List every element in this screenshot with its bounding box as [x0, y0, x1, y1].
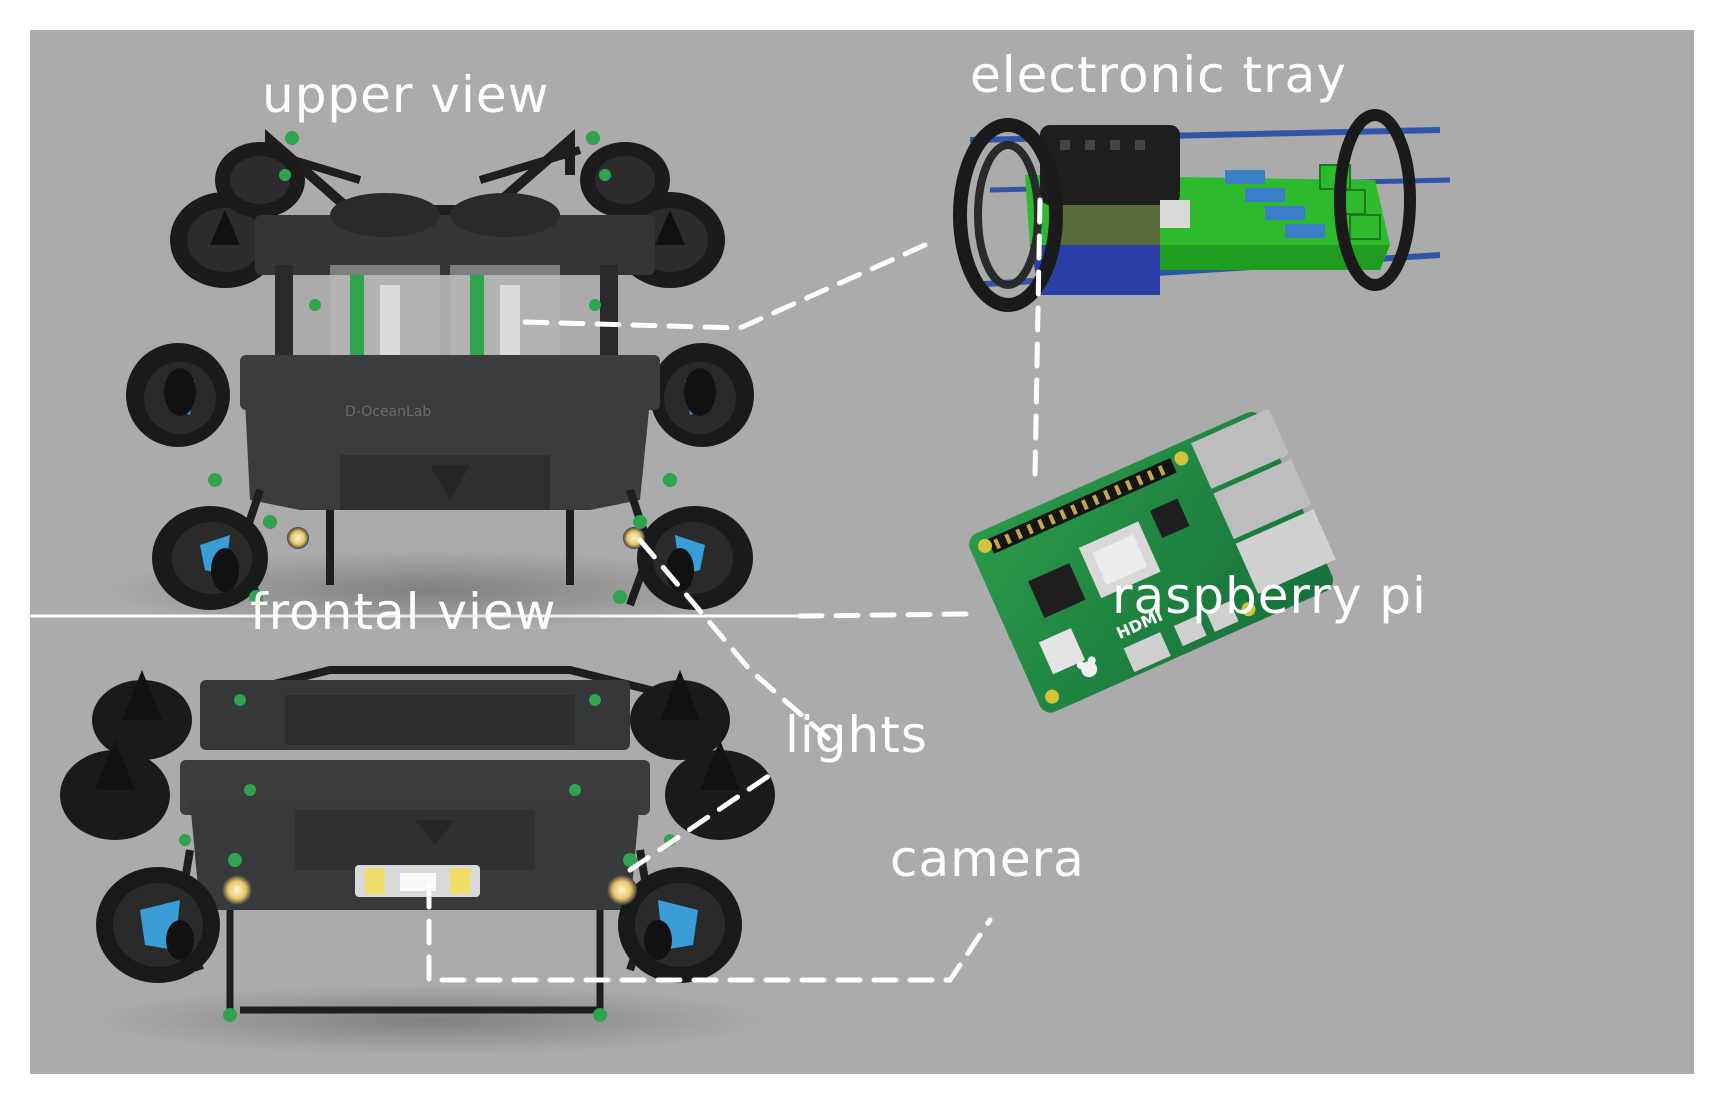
- label-lights: lights: [785, 706, 928, 764]
- label-upper-view: upper view: [262, 66, 550, 124]
- thruster-icon: [580, 142, 670, 218]
- label-frontal-view: frontal view: [250, 583, 557, 641]
- callout-pi-link: [1032, 197, 1043, 478]
- thruster-icon: [60, 740, 170, 840]
- thruster-icon: [96, 867, 220, 983]
- callout-camera: [426, 882, 993, 983]
- thruster-icon: [92, 670, 192, 760]
- label-electronic-tray: electronic tray: [970, 46, 1347, 104]
- callout-pi: [797, 611, 973, 619]
- thruster-icon: [215, 142, 305, 218]
- thruster-icon: [152, 506, 268, 610]
- callout-lights-frontal: [627, 772, 773, 873]
- thruster-icon: [630, 670, 730, 760]
- label-raspberry-pi: raspberry pi: [1112, 567, 1427, 625]
- electronic-tray-icon: [953, 109, 1451, 312]
- diagram-canvas: D-OceanLab: [30, 30, 1694, 1074]
- thruster-icon: [618, 867, 742, 983]
- raspberry-pi-board-icon: HDMI: [969, 408, 1336, 713]
- callout-lights-upper: [637, 537, 833, 743]
- upper-view-robot: D-OceanLab: [100, 128, 760, 630]
- light-icon: [287, 527, 309, 549]
- thruster-icon: [665, 740, 775, 840]
- diagram-graphics: D-OceanLab: [30, 109, 1451, 1055]
- frontal-view-robot: [60, 666, 775, 1055]
- brand-text: D-OceanLab: [345, 404, 431, 420]
- thruster-icon: [650, 343, 754, 447]
- light-icon: [607, 875, 637, 905]
- raspberry-logo-icon: [1076, 656, 1098, 678]
- thruster-icon: [126, 343, 230, 447]
- camera-icon: [355, 865, 480, 897]
- label-camera: camera: [890, 830, 1085, 888]
- light-icon: [623, 527, 645, 549]
- light-icon: [222, 875, 252, 905]
- callout-lines: [426, 197, 1043, 983]
- callout-tray: [522, 242, 928, 331]
